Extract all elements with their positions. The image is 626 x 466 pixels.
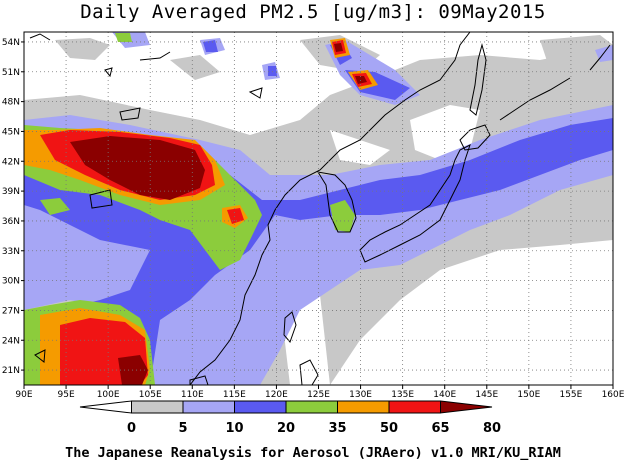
longitude-tick-label: 135E [391,390,414,400]
latitude-tick-label: 24N [2,336,20,346]
latitude-tick-label: 54N [2,38,20,48]
coastline-sakhalin [469,43,487,116]
pm25-band-35-50 [40,198,70,215]
colorbar-swatch [182,400,235,414]
coastlines [29,32,611,385]
coastline-kurils [499,77,571,121]
latitude-tick-label: 51N [2,68,20,78]
pm25-band-above-80 [355,76,367,84]
map-title: Daily Averaged PM2.5 [ug/m3]: 09May2015 [80,1,546,23]
pm25-band-20-35 [268,66,277,76]
latitude-labels: 54N 51N 48N 45N 42N 39N 36N 33N 30N 27N 24N 21N [2,38,20,376]
pm25-band-20-35 [203,40,218,52]
latitude-tick-label: 21N [2,366,20,376]
coastline-lake [248,87,263,99]
credit-line: The Japanese Reanalysis for Aerosol (JRA… [65,445,561,461]
coastline-taiwan [283,311,297,343]
coastline-lake [89,189,113,209]
colorbar-label: 35 [328,421,346,436]
coastline-lake [119,107,141,121]
coastline-hainan [189,375,209,385]
coastline-north [29,33,51,41]
longitude-tick-label: 130E [349,390,372,400]
colorbar-swatch [285,400,338,414]
coastline-hokkaido [459,124,491,151]
longitude-tick-label: 115E [223,390,246,400]
pm25-band-0-5 [420,285,613,385]
pm25-band-35-50 [115,33,132,42]
pm25-band-65-80 [227,208,244,224]
longitude-tick-label: 160E [602,390,625,400]
coastline-russia [369,32,471,131]
colorbar-label: 5 [178,421,187,436]
longitude-tick-label: 145E [475,390,498,400]
pm25-band-5-10 [55,38,110,60]
longitude-tick-label: 155E [559,390,582,400]
colorbar-label: 50 [380,421,398,436]
colorbar-arrow-high [440,400,493,414]
colorbar-label: 0 [127,421,136,436]
coastline-japan [359,144,471,263]
colorbar-swatch [337,400,390,414]
latitude-tick-label: 48N [2,98,20,108]
coastline-korea [316,171,357,233]
colorbar-label: 65 [431,421,449,436]
colorbar: 0 5 10 20 35 50 65 80 [79,400,501,436]
pm25-band-35-50 [330,200,355,232]
colorbar-swatch [234,400,287,414]
longitude-tick-label: 125E [307,390,330,400]
longitude-tick-label: 90E [15,390,32,400]
pm25-band-above-80 [70,136,205,200]
colorbar-arrow-low [79,400,132,414]
colorbar-label: 20 [277,421,295,436]
colorbar-swatch [131,400,184,414]
longitude-tick-label: 105E [139,390,162,400]
longitude-tick-label: 140E [433,390,456,400]
pm25-band-5-10 [540,35,613,95]
latitude-tick-label: 33N [2,247,20,257]
coastline-mainland [189,129,371,385]
longitude-tick-label: 110E [181,390,204,400]
colorbar-label: 80 [483,421,501,436]
latitude-tick-label: 42N [2,157,20,167]
pm25-band-0-5 [330,130,390,165]
latitude-tick-label: 36N [2,217,20,227]
pm25-band-20-35 [145,262,160,280]
coastline-lake [34,349,46,363]
pm25-band-5-10 [170,55,220,80]
longitude-tick-label: 150E [517,390,540,400]
map-gridlines [21,32,614,389]
latitude-tick-label: 27N [2,306,20,316]
map-frame [23,31,614,386]
latitude-tick-label: 39N [2,187,20,197]
colorbar-label: 10 [225,421,243,436]
latitude-tick-label: 30N [2,277,20,287]
pm25-band-above-80 [334,43,343,52]
pm25-concentration-layers [24,32,613,385]
coastline-kamchatka [589,44,611,71]
latitude-tick-label: 45N [2,127,20,137]
longitude-tick-label: 100E [97,390,120,400]
longitude-tick-label: 95E [58,390,75,400]
longitude-labels: 90E 95E 100E 105E 110E 115E 120E 125E 130E 135E 14… [15,390,624,400]
longitude-tick-label: 120E [265,390,288,400]
colorbar-swatch [388,400,441,414]
coastline-north [139,51,171,61]
coastline-luzon [299,359,319,385]
